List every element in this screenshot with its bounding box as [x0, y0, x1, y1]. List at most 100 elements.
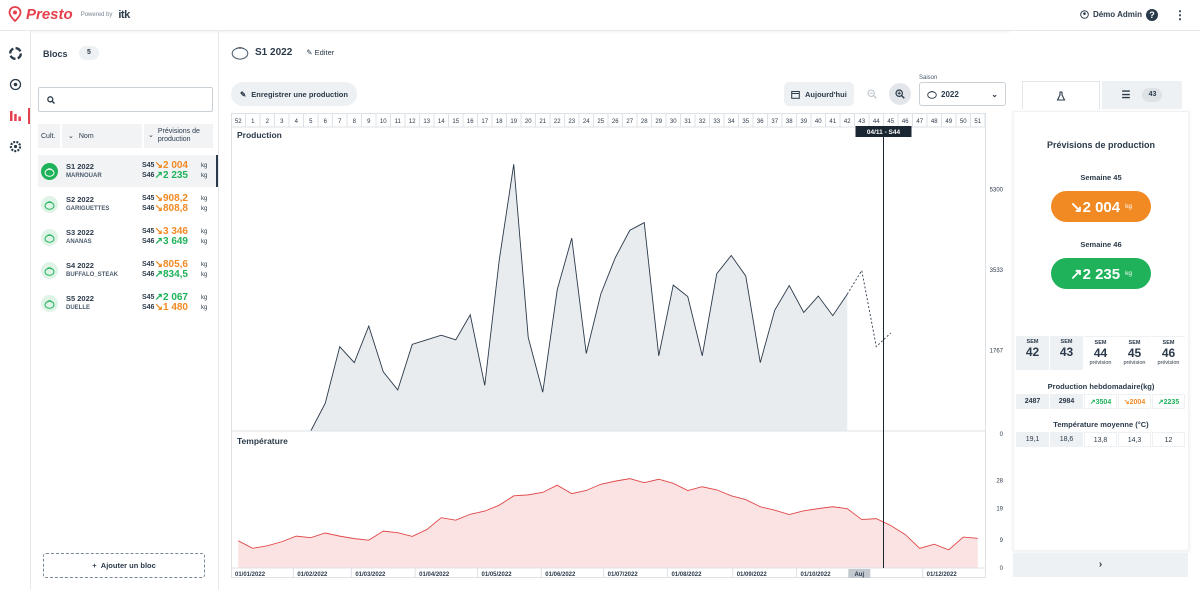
forecast-panel: ☰ 43 Prévisions de production Semaine 45… [1010, 31, 1200, 590]
zoom-in-icon[interactable] [889, 83, 911, 105]
col-forecast-label: Prévisions de production [157, 128, 200, 143]
weekly-production-value: 2984 [1050, 394, 1083, 409]
main-area: S1 2022 ✎ Editer ✎ Enregistrer une produc… [219, 31, 1010, 590]
month-label: 01/06/2022 [545, 572, 576, 578]
production-y-tick: 3533 [990, 268, 1004, 274]
average-temperature-value: 18,6 [1050, 432, 1083, 447]
week-number: 43 [1059, 345, 1074, 359]
nav-dashboard-icon[interactable] [8, 46, 22, 60]
more-menu-icon[interactable]: ⋮ [1174, 8, 1186, 22]
week45-label: Semaine 45 [1080, 173, 1122, 182]
season-value: 2022 [941, 89, 959, 99]
powered-by: Powered by [80, 11, 113, 18]
week-prefix: SEM [1162, 340, 1175, 346]
week45-forecast-badge: ↘2 004 kg [1051, 191, 1151, 222]
zoom-out-icon[interactable] [861, 83, 883, 105]
bloc-row[interactable]: S1 2022 MARNOUAR S45 ↘2 004 kg S46 ↗2 235 kg [38, 155, 218, 187]
crop-icon [41, 262, 58, 279]
production-temperature-chart[interactable]: 52 1 2 3 4 5 6 7 8 9 10 11 12 13 14 15 16 17 18 19 20 21 22 23 2… [231, 113, 1005, 578]
week-prefix: SEM [1026, 339, 1039, 345]
flask-icon [1056, 90, 1066, 101]
presto-logo[interactable]: Presto Powered by itk [8, 6, 130, 23]
production-y-tick-zero: 0 [1000, 432, 1004, 438]
pencil-icon: ✎ [240, 89, 247, 99]
bloc-variety: MARNOUAR [66, 173, 102, 179]
bloc-unit-1: kg [201, 163, 208, 169]
week-note: prévision [1089, 360, 1112, 366]
week-tick-label: 31 [684, 119, 691, 125]
crop-icon [41, 163, 58, 180]
bloc-week-2: S46 [142, 304, 155, 311]
bloc-unit-2: kg [201, 239, 208, 245]
calendar-icon [791, 90, 800, 99]
week-tick-label: 52 [235, 119, 242, 125]
blocs-search-input[interactable] [38, 87, 213, 112]
user-name: Démo Admin [1092, 10, 1142, 19]
temperature-y-tick: 0 [1000, 566, 1004, 572]
bloc-week-1: S45 [142, 294, 155, 301]
season-select[interactable]: 2022 ⌄ [919, 82, 1006, 106]
month-label: 01/07/2022 [608, 572, 639, 578]
today-marker [848, 569, 871, 578]
week-tick-label: 25 [597, 119, 604, 125]
bloc-row[interactable]: S5 2022 DUELLE S45 ↗2 067 kg S46 ↘1 480 kg [38, 287, 218, 319]
week-tick-label: 28 [641, 119, 648, 125]
col-forecast[interactable]: ⌄ Prévisions de production [144, 124, 213, 148]
bloc-week-1: S45 [142, 195, 155, 202]
bloc-row[interactable]: S3 2022 ANANAS S45 ↘3 346 kg S46 ↗3 649 kg [38, 221, 218, 253]
tab-forecast[interactable] [1022, 81, 1100, 109]
week-header: SEM 43 [1050, 336, 1083, 370]
edit-button[interactable]: ✎ Editer [306, 48, 335, 57]
week-tick-label: 47 [916, 119, 923, 125]
bloc-variety: ANANAS [66, 239, 92, 245]
forecast-title: Prévisions de production [1046, 140, 1156, 150]
bloc-forecast-2: ↗2 235 [154, 170, 188, 181]
tab-list[interactable]: ☰ 43 [1102, 81, 1182, 109]
page-header: S1 2022 ✎ Editer [231, 45, 334, 60]
bloc-forecast-1: ↗2 067 [154, 292, 188, 303]
bloc-name: S3 2022 [66, 228, 94, 237]
blocs-count-badge: 5 [79, 46, 99, 60]
weekly-production-value: ↗2235 [1152, 394, 1185, 409]
top-bar: Presto Powered by itk Démo Admin ? ⋮ [0, 0, 1200, 31]
bloc-row[interactable]: S4 2022 BUFFALO_STEAK S45 ↘805,6 kg S46 ↗834,5… [38, 254, 218, 286]
week-tick-label: 42 [844, 119, 851, 125]
col-name[interactable]: ⌄ Nom [62, 124, 142, 148]
temperature-y-tick: 19 [996, 507, 1003, 513]
week-tick-label: 14 [438, 119, 445, 125]
nav-rail [0, 31, 31, 590]
app-name: Presto [26, 6, 73, 23]
chevron-down-icon: ⌄ [68, 133, 74, 140]
week-tick-label: 21 [539, 119, 546, 125]
week-tick-label: 33 [713, 119, 720, 125]
user-icon [1080, 10, 1089, 19]
week-tick-label: 20 [525, 119, 532, 125]
week-tick-label: 15 [452, 119, 459, 125]
production-y-tick: 5300 [990, 187, 1004, 193]
week-tick-label: 29 [655, 119, 662, 125]
week-tick-label: 3 [280, 119, 284, 125]
bloc-unit-1: kg [201, 262, 208, 268]
today-button[interactable]: Aujourd'hui [784, 82, 854, 106]
week-prefix: SEM [1128, 340, 1141, 346]
add-bloc-button[interactable]: + Ajouter un bloc [43, 553, 205, 578]
week-tick-label: 2 [266, 119, 270, 125]
chevron-down-icon: ⌄ [148, 132, 154, 139]
week-tick-label: 45 [887, 119, 894, 125]
bloc-row[interactable]: S2 2022 GARIGUETTES S45 ↘908,2 kg S46 ↘808,8 kg [38, 188, 218, 220]
month-label: 01/03/2022 [355, 572, 386, 578]
week-tick-label: 37 [771, 119, 778, 125]
help-icon[interactable]: ? [1146, 9, 1158, 21]
week-tick-label: 13 [423, 119, 430, 125]
nav-location-icon[interactable] [8, 77, 22, 91]
nav-production-icon[interactable] [8, 108, 22, 122]
production-title: Production [237, 130, 282, 140]
add-bloc-label: Ajouter un bloc [100, 561, 156, 570]
user-menu[interactable]: Démo Admin [1080, 10, 1142, 19]
next-button[interactable]: › [1013, 553, 1188, 577]
col-cult[interactable]: Cult. [38, 124, 60, 148]
bloc-unit-2: kg [201, 206, 208, 212]
nav-settings-icon[interactable] [8, 139, 22, 153]
today-label: Auj [854, 572, 864, 578]
record-production-button[interactable]: ✎ Enregistrer une production [231, 82, 357, 106]
